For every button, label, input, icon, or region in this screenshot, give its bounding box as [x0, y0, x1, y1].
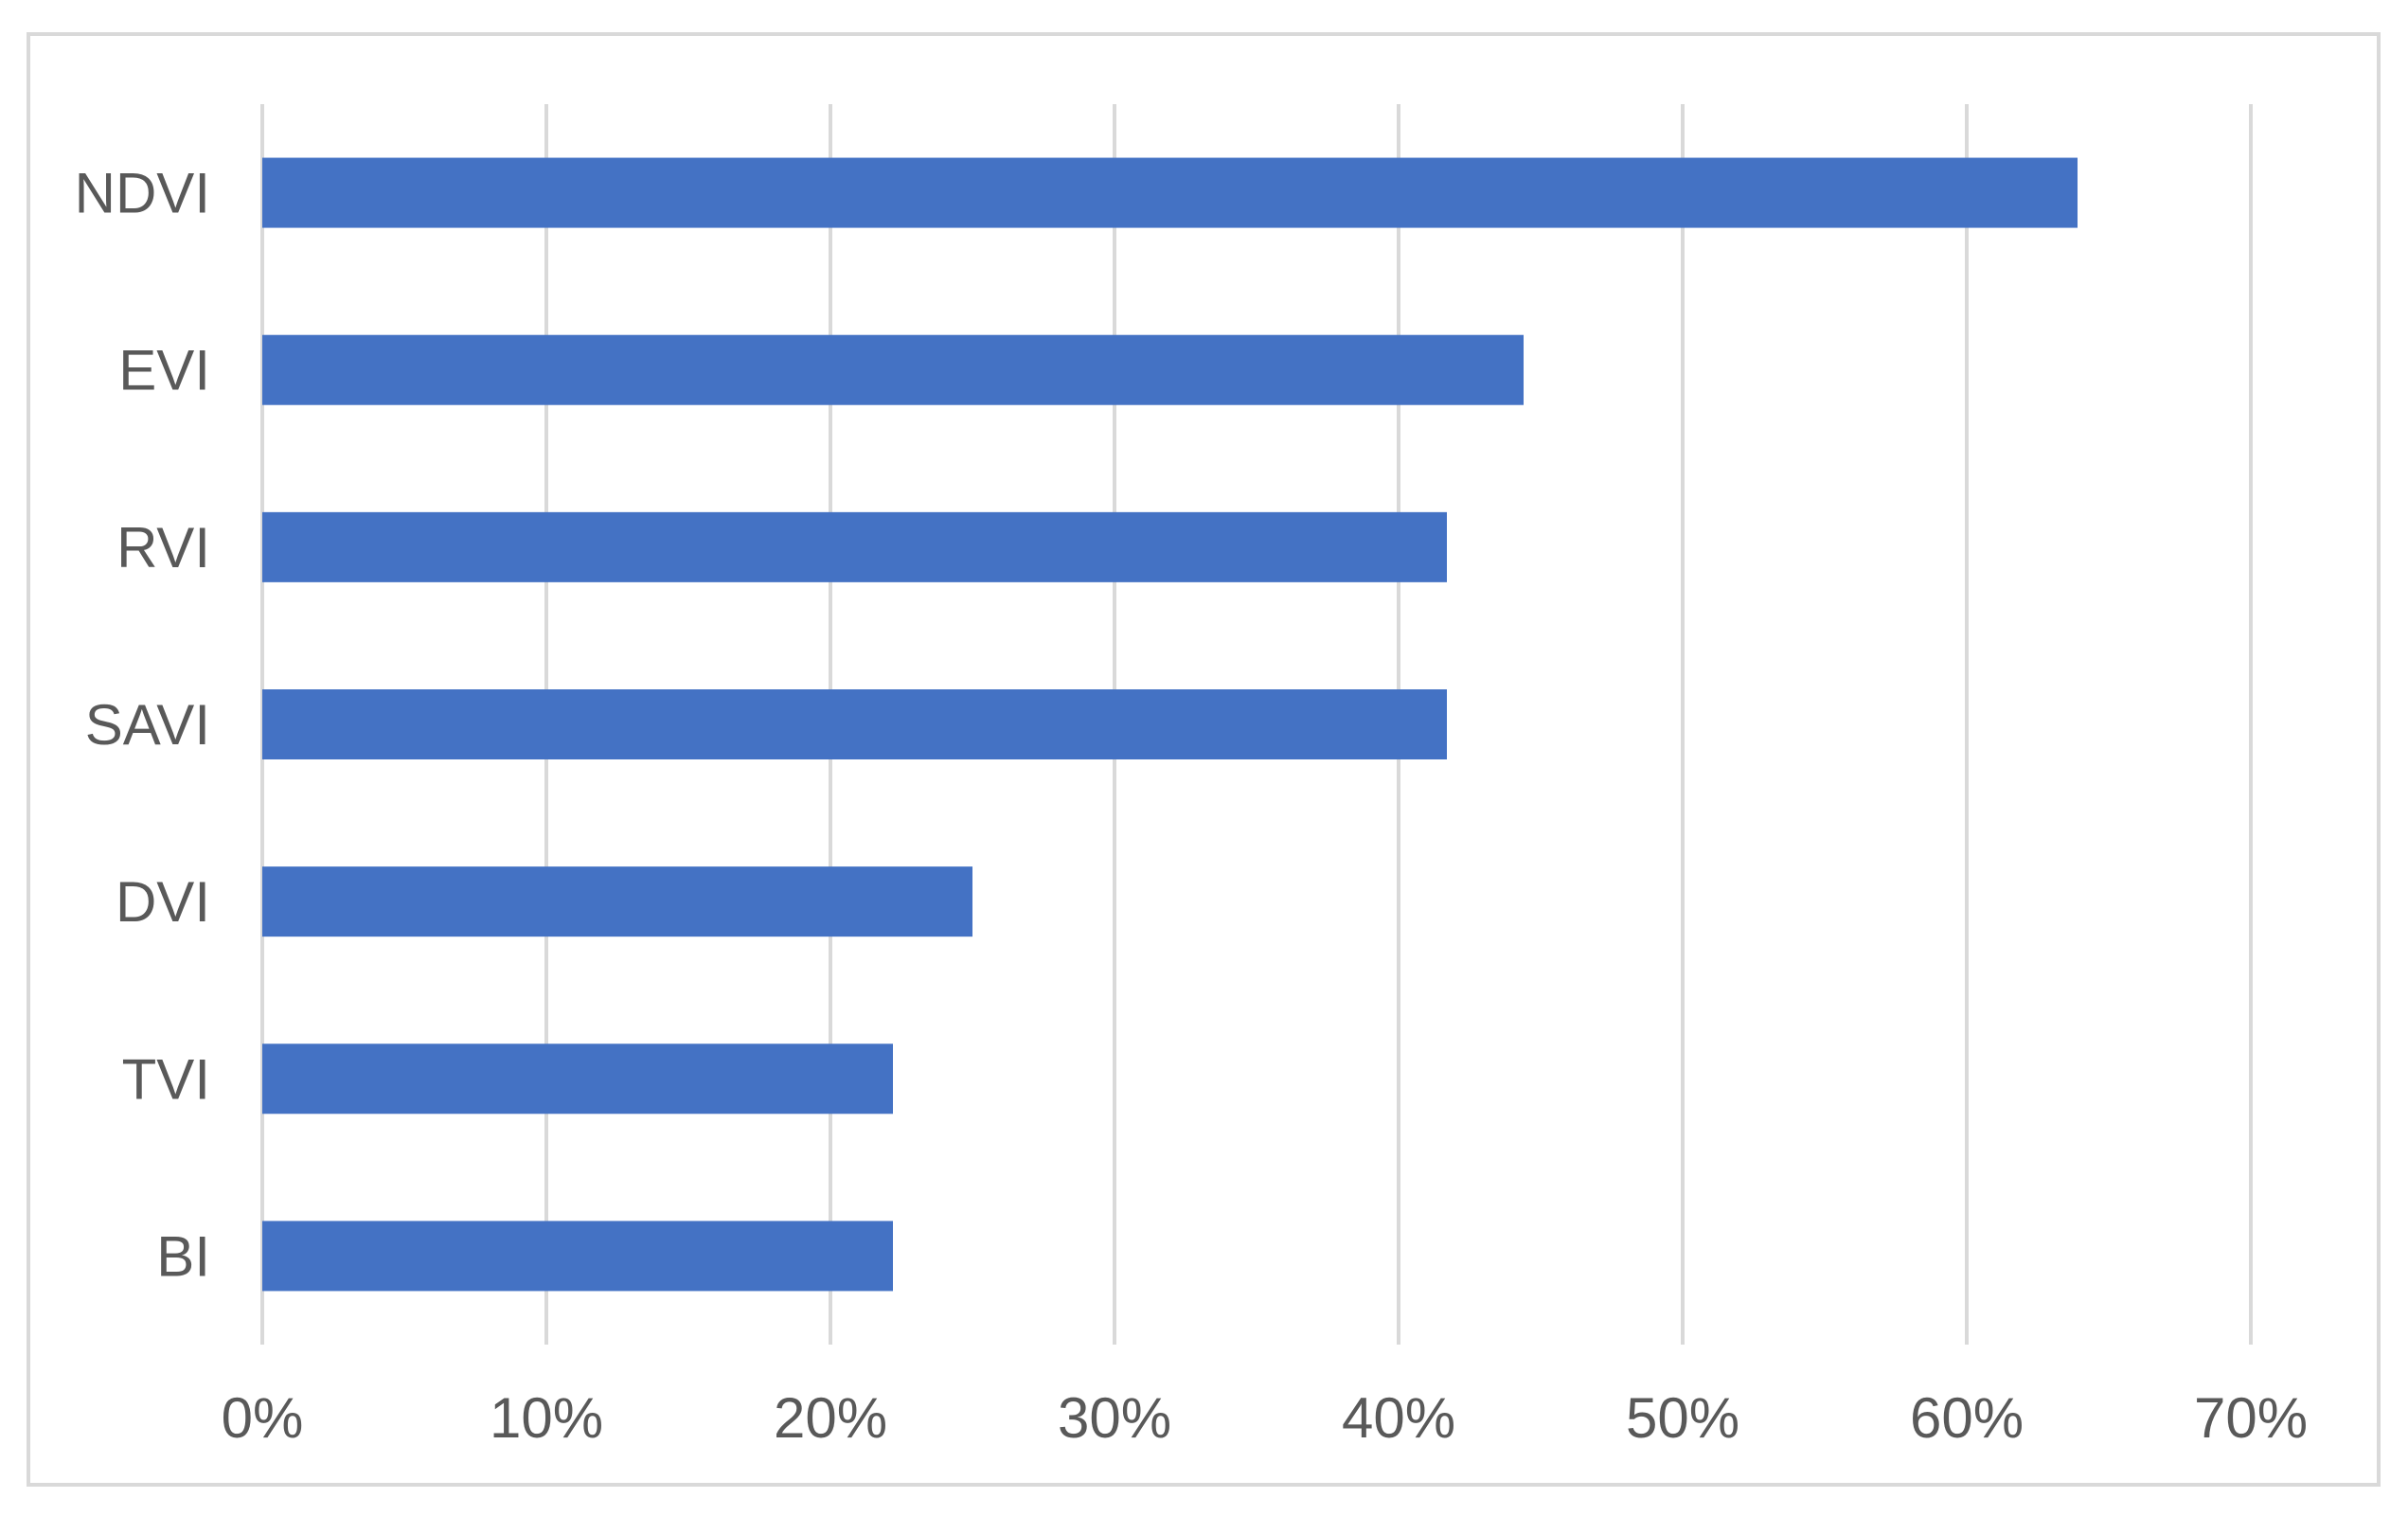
category-label: DVI — [116, 870, 210, 934]
category-label: RVI — [116, 516, 210, 580]
x-tick-label: 0% — [222, 1386, 304, 1450]
bar-savi — [262, 689, 1447, 759]
category-label: BI — [156, 1224, 210, 1288]
bars — [262, 157, 2078, 1292]
x-tick-label: 70% — [2194, 1386, 2308, 1450]
bar-bi — [262, 1221, 893, 1292]
bar-ndvi — [262, 157, 2078, 228]
category-label: TVI — [122, 1047, 210, 1111]
x-tick-label: 10% — [490, 1386, 603, 1450]
x-tick-label: 40% — [1342, 1386, 1455, 1450]
x-tick-label: 50% — [1626, 1386, 1739, 1450]
category-label: NDVI — [75, 162, 210, 225]
value-axis: 0% 10% 20% 30% 40% 50% 60% 70% — [222, 1386, 2308, 1450]
x-tick-label: 30% — [1058, 1386, 1171, 1450]
bar-evi — [262, 334, 1524, 405]
x-tick-label: 20% — [774, 1386, 887, 1450]
category-axis: NDVI EVI RVI SAVI DVI TVI BI — [75, 162, 210, 1289]
bar-rvi — [262, 511, 1447, 582]
x-tick-label: 60% — [1910, 1386, 2024, 1450]
bar-dvi — [262, 866, 972, 937]
bar-tvi — [262, 1043, 893, 1115]
category-label: EVI — [118, 339, 210, 402]
category-label: SAVI — [85, 693, 210, 757]
